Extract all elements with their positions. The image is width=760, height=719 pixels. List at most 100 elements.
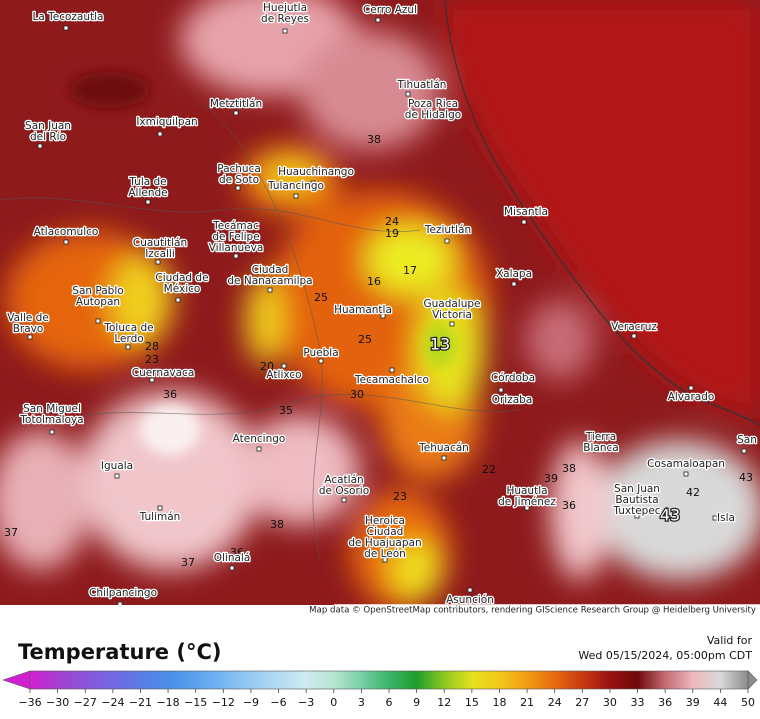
city-marker bbox=[591, 447, 597, 453]
city-label: Tecámac bbox=[212, 220, 259, 232]
city-marker bbox=[382, 557, 388, 563]
contour-label: 22 bbox=[482, 463, 496, 476]
city-marker bbox=[114, 473, 120, 479]
city-label: del Río bbox=[30, 131, 66, 143]
city-marker bbox=[375, 17, 381, 23]
colorbar: −36 −30 −27 −24 −21 −18 −15 −12 −9 −6 −3 0 3 6 9 12 15 18… bbox=[2, 670, 758, 709]
city-label: Cuautitlán bbox=[133, 237, 187, 249]
colorbar-tick-label: −6 bbox=[270, 696, 286, 709]
city-label: Huejutla bbox=[263, 2, 307, 14]
attribution: Map data © OpenStreetMap contributors, r… bbox=[309, 606, 756, 616]
city-label: Tulimán bbox=[139, 511, 181, 523]
city-label: Blanca bbox=[583, 442, 618, 454]
city-marker bbox=[341, 497, 347, 503]
city-label: Valle de bbox=[7, 312, 49, 324]
city-label: Cuernavaca bbox=[132, 367, 195, 379]
city-marker bbox=[498, 387, 504, 393]
colorbar-tick-label: −18 bbox=[156, 696, 179, 709]
city-marker bbox=[631, 333, 637, 339]
contour-label: 28 bbox=[145, 340, 159, 353]
contour-label: 43 bbox=[660, 506, 680, 525]
city-label: Iguala bbox=[101, 460, 133, 472]
city-label: Alvarado bbox=[668, 391, 715, 403]
colorbar-tick-label: 6 bbox=[386, 696, 393, 709]
colorbar-tick-label: −9 bbox=[243, 696, 259, 709]
city-marker bbox=[229, 565, 235, 571]
colorbar-tick-label: 33 bbox=[631, 696, 645, 709]
city-marker bbox=[688, 385, 694, 391]
city-label: Autopan bbox=[76, 296, 120, 308]
colorbar-tick-label: 44 bbox=[713, 696, 727, 709]
city-label: de Huajuapan bbox=[348, 537, 421, 549]
colorbar-tick-label: 30 bbox=[603, 696, 617, 709]
contour-label: 38 bbox=[367, 133, 381, 146]
city-label: Huautla bbox=[506, 485, 547, 497]
city-label: Tuxtepec bbox=[612, 505, 660, 517]
contour-label: 23 bbox=[145, 353, 159, 366]
city-marker bbox=[293, 193, 299, 199]
city-label: Ciudad bbox=[252, 264, 289, 276]
legend-title: Temperature (°C) bbox=[18, 640, 221, 664]
city-label: Cerro Azul bbox=[363, 4, 417, 16]
city-label: Ciudad de bbox=[155, 272, 208, 284]
city-marker bbox=[741, 448, 747, 454]
city-marker bbox=[157, 131, 163, 137]
city-label: Atencingo bbox=[233, 433, 286, 445]
contour-label: 39 bbox=[544, 472, 558, 485]
city-label: Acatlán bbox=[324, 474, 363, 486]
contour-label: 42 bbox=[686, 486, 700, 499]
colorbar-tick-label: 27 bbox=[575, 696, 589, 709]
city-label: Córdoba bbox=[491, 372, 535, 384]
city-label: Olinalá bbox=[214, 552, 251, 564]
city-label: Bravo bbox=[13, 323, 44, 335]
city-label: Puebla bbox=[303, 347, 338, 359]
city-marker bbox=[500, 375, 506, 381]
city-label: Asunción bbox=[446, 594, 494, 606]
colorbar-tick-label: −27 bbox=[74, 696, 97, 709]
city-label: Totolmaloya bbox=[19, 414, 83, 426]
city-marker bbox=[145, 199, 151, 205]
colorbar-tick-label: 39 bbox=[686, 696, 700, 709]
contour-label: 38 bbox=[270, 518, 284, 531]
colorbar-tick-label: 12 bbox=[437, 696, 451, 709]
colorbar-fill bbox=[29, 670, 749, 690]
city-marker bbox=[282, 28, 288, 34]
contour-label: 23 bbox=[393, 490, 407, 503]
contour-label: 35 bbox=[279, 404, 293, 417]
city-marker bbox=[467, 587, 473, 593]
colorbar-tick-label: −21 bbox=[129, 696, 152, 709]
contour-label: 19 bbox=[385, 227, 399, 240]
city-label: Misantla bbox=[504, 206, 548, 218]
city-label: Ixmiquilpan bbox=[136, 116, 197, 128]
contour-label: 24 bbox=[385, 215, 399, 228]
city-label: Pachuca bbox=[217, 163, 261, 175]
city-marker bbox=[27, 334, 33, 340]
city-marker bbox=[233, 110, 239, 116]
city-marker bbox=[233, 253, 239, 259]
contour-label: 20 bbox=[260, 360, 274, 373]
city-label: Isla bbox=[717, 512, 735, 524]
city-marker bbox=[521, 219, 527, 225]
city-marker bbox=[157, 505, 163, 511]
city-label: La Tecozautla bbox=[33, 11, 104, 23]
colorbar-tick-label: 24 bbox=[548, 696, 562, 709]
city-label: de Nanacamilpa bbox=[227, 275, 312, 287]
city-label: de Hidalgo bbox=[405, 109, 461, 121]
colorbar-tick-label: 50 bbox=[741, 696, 755, 709]
city-label: de Felipe bbox=[212, 231, 259, 243]
city-label: Tula de bbox=[128, 176, 166, 188]
contour-label: 16 bbox=[367, 275, 381, 288]
contour-label: 36 bbox=[163, 388, 177, 401]
city-marker bbox=[155, 259, 161, 265]
city-label: Victoria bbox=[432, 309, 472, 321]
city-marker bbox=[37, 143, 43, 149]
city-label: Chilpancingo bbox=[89, 587, 157, 599]
city-marker bbox=[125, 344, 131, 350]
city-marker bbox=[267, 287, 273, 293]
colorbar-tick-label: −24 bbox=[101, 696, 124, 709]
city-marker bbox=[405, 91, 411, 97]
city-label: Huauchinango bbox=[278, 166, 354, 178]
city-marker bbox=[149, 377, 155, 383]
city-marker bbox=[310, 180, 316, 186]
